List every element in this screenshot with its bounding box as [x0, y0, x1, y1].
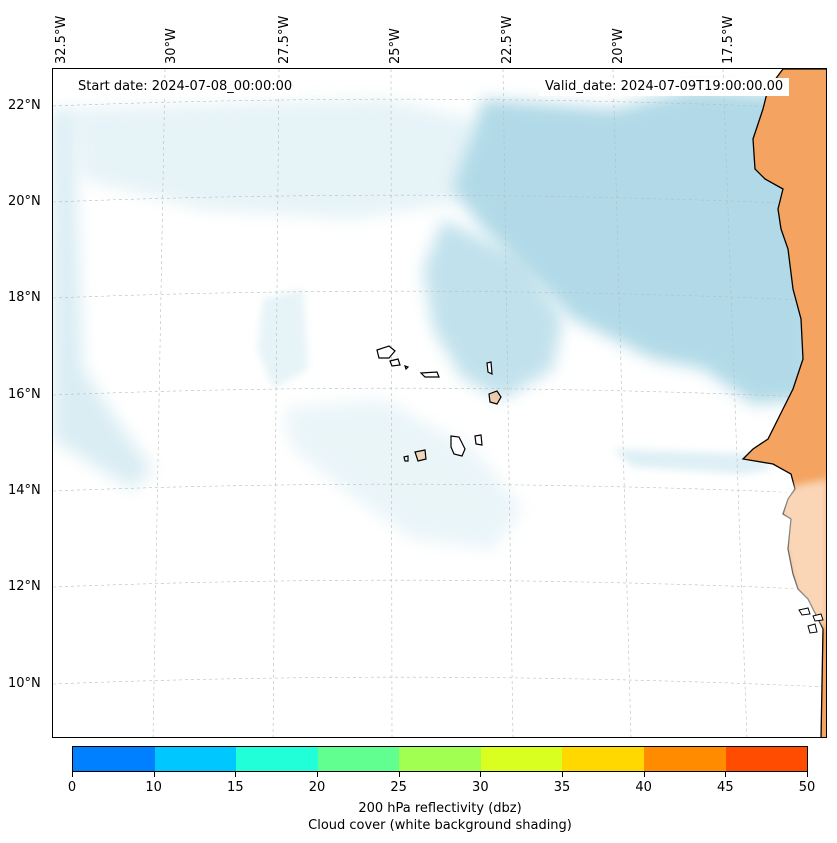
colorbar-tick-mark — [480, 772, 482, 777]
coastal-cloud-shade — [778, 479, 826, 628]
colorbar-tick-label: 25 — [390, 780, 407, 795]
colorbar-tick-mark — [235, 772, 237, 777]
colorbar-tick-label: 0 — [67, 780, 77, 795]
lon-label-27-5w: 27.5°W — [277, 15, 292, 64]
start-date-label: Start date: 2024-07-08_00:00:00 — [72, 78, 299, 96]
lon-label-20w: 20°W — [611, 28, 626, 64]
cloud-band-northeast — [453, 89, 813, 404]
lat-label-16n: 16°N — [8, 387, 41, 402]
bijagos-islands — [798, 607, 824, 634]
lon-label-17-5w: 17.5°W — [721, 15, 736, 64]
lon-label-22-5w: 22.5°W — [500, 15, 515, 64]
lat-label-22n: 22°N — [8, 98, 41, 113]
colorbar-tick-mark — [398, 772, 400, 777]
lat-label-10n: 10°N — [8, 676, 41, 691]
meridian-27-5w — [272, 69, 280, 737]
colorbar-tick-label: 10 — [145, 780, 162, 795]
colorbar-subtitle: Cloud cover (white background shading) — [308, 818, 572, 833]
island-santiago — [450, 435, 466, 457]
parallel-18n — [53, 290, 826, 302]
cloud-coast-band — [613, 449, 773, 474]
colorbar-segment-6 — [562, 747, 644, 771]
map-canvas — [53, 69, 826, 737]
parallel-14n — [53, 483, 826, 495]
islet-3 — [807, 623, 818, 634]
cape-verde-islands — [376, 345, 502, 462]
cloud-haze-south — [283, 399, 523, 549]
island-sal — [486, 361, 493, 376]
lon-label-30w: 30°W — [164, 28, 179, 64]
lat-label-20n: 20°N — [8, 194, 41, 209]
islet-1 — [798, 607, 811, 616]
cloud-cover-layer — [53, 89, 813, 549]
valid-date-label: Valid_date: 2024-07-09T19:00:00.00 — [539, 78, 790, 96]
colorbar-segment-3 — [317, 747, 400, 771]
meridian-17-5w — [722, 69, 748, 737]
island-santa-luzia — [404, 365, 410, 371]
colorbar-segment-2 — [236, 747, 318, 771]
colorbar-segment-0 — [73, 747, 155, 771]
colorbar-tick-mark — [643, 772, 645, 777]
colorbar-segment-1 — [154, 747, 237, 771]
island-boa-vista — [488, 390, 502, 405]
colorbar-tick-mark — [72, 772, 73, 777]
cloud-scattered-mid — [258, 289, 308, 389]
colorbar-tick-label: 40 — [635, 780, 652, 795]
colorbar-tick-mark — [153, 772, 155, 777]
island-sao-vicente — [389, 358, 401, 367]
colorbar-tick-label: 20 — [308, 780, 326, 795]
colorbar-segment-8 — [725, 747, 808, 771]
cloud-haze-north — [73, 99, 473, 219]
meridian-30w — [152, 69, 166, 737]
graticule — [53, 69, 826, 737]
colorbar-tick-label: 45 — [717, 780, 734, 795]
lat-label-14n: 14°N — [8, 483, 41, 498]
colorbar-tick-mark — [562, 772, 563, 777]
parallel-10n — [53, 676, 826, 688]
colorbar — [72, 746, 808, 772]
colorbar-tick-mark — [725, 772, 727, 777]
parallel-20n — [53, 194, 826, 206]
colorbar-tick-mark — [317, 772, 318, 777]
lat-label-12n: 12°N — [8, 579, 41, 594]
colorbar-segment-4 — [399, 747, 481, 771]
parallel-22n — [53, 98, 826, 110]
lon-label-25w: 25°W — [388, 28, 403, 64]
meridian-20w — [612, 69, 632, 737]
island-sao-nicolau — [419, 371, 440, 378]
colorbar-tick-label: 35 — [553, 780, 571, 795]
colorbar-segment-5 — [480, 747, 563, 771]
island-brava — [403, 455, 409, 462]
colorbar-tick-mark — [807, 772, 808, 777]
island-fogo — [414, 449, 427, 462]
colorbar-tick-label: 30 — [472, 780, 489, 795]
meridian-25w — [390, 69, 393, 737]
islet-2 — [812, 613, 824, 622]
lat-label-18n: 18°N — [8, 290, 41, 305]
map-frame — [52, 68, 827, 738]
colorbar-tick-label: 50 — [798, 780, 816, 795]
meridian-22-5w — [502, 69, 514, 737]
lon-label-32-5w: 32.5°W — [54, 15, 69, 64]
colorbar-segment-7 — [643, 747, 726, 771]
island-santo-antao — [376, 345, 396, 359]
parallel-16n — [53, 387, 826, 399]
island-maio — [474, 434, 483, 446]
cloud-band-tongue — [423, 219, 563, 399]
colorbar-tick-label: 15 — [227, 780, 244, 795]
colorbar-title: 200 hPa reflectivity (dbz) — [358, 801, 522, 816]
parallel-12n — [53, 579, 826, 591]
